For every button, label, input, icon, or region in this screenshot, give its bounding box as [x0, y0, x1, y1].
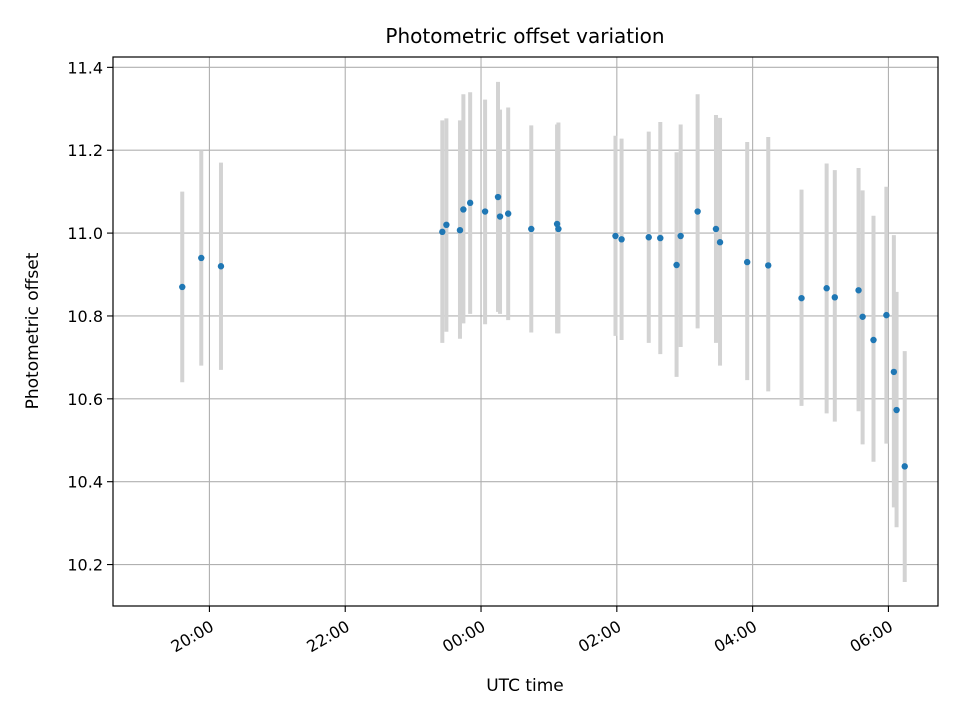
- data-point: [460, 206, 467, 213]
- data-point: [504, 210, 512, 217]
- y-tick-label: 11.2: [67, 141, 103, 160]
- data-point: [823, 285, 830, 292]
- data-point: [496, 213, 504, 220]
- data-point: [439, 228, 446, 236]
- data-point: [555, 225, 562, 233]
- plot-area-frame: [112, 56, 939, 607]
- data-point: [883, 311, 890, 319]
- y-tick-label: 10.6: [67, 390, 103, 409]
- data-point: [855, 287, 862, 294]
- data-point: [494, 193, 502, 201]
- data-point: [831, 294, 838, 301]
- y-tick-label: 10.4: [67, 473, 103, 492]
- data-point: [553, 220, 561, 228]
- data-point: [217, 263, 225, 270]
- y-tick-label: 10.2: [67, 556, 103, 575]
- data-point: [673, 261, 680, 269]
- data-point: [618, 236, 625, 243]
- data-point: [694, 208, 701, 215]
- data-point: [859, 313, 866, 320]
- data-point: [481, 208, 489, 215]
- chart-title: Photometric offset variation: [385, 24, 664, 48]
- data-point: [612, 232, 619, 240]
- data-point: [743, 258, 751, 266]
- y-tick-label: 11.0: [67, 224, 103, 243]
- data-point: [528, 225, 535, 233]
- data-point: [657, 234, 664, 242]
- data-point: [890, 368, 898, 376]
- y-axis-title: Photometric offset: [23, 252, 43, 409]
- data-point: [645, 234, 652, 241]
- y-tick-label: 10.8: [67, 307, 103, 326]
- data-point: [712, 225, 720, 233]
- data-points: [179, 193, 908, 470]
- data-point: [466, 199, 474, 207]
- y-axis-ticks: 10.2 10.4 10.6 10.8 11.0 11.2 11.4: [67, 58, 113, 575]
- data-point: [198, 254, 205, 262]
- data-point: [798, 294, 805, 302]
- data-point: [716, 239, 724, 246]
- data-point: [893, 406, 900, 414]
- data-point: [443, 221, 450, 229]
- data-point: [677, 232, 684, 240]
- data-point: [179, 283, 186, 291]
- y-tick-label: 11.4: [67, 58, 103, 77]
- data-point: [456, 226, 464, 234]
- x-axis-title: UTC time: [486, 676, 564, 696]
- data-point: [765, 262, 772, 269]
- data-point: [901, 463, 908, 470]
- data-point: [870, 336, 877, 344]
